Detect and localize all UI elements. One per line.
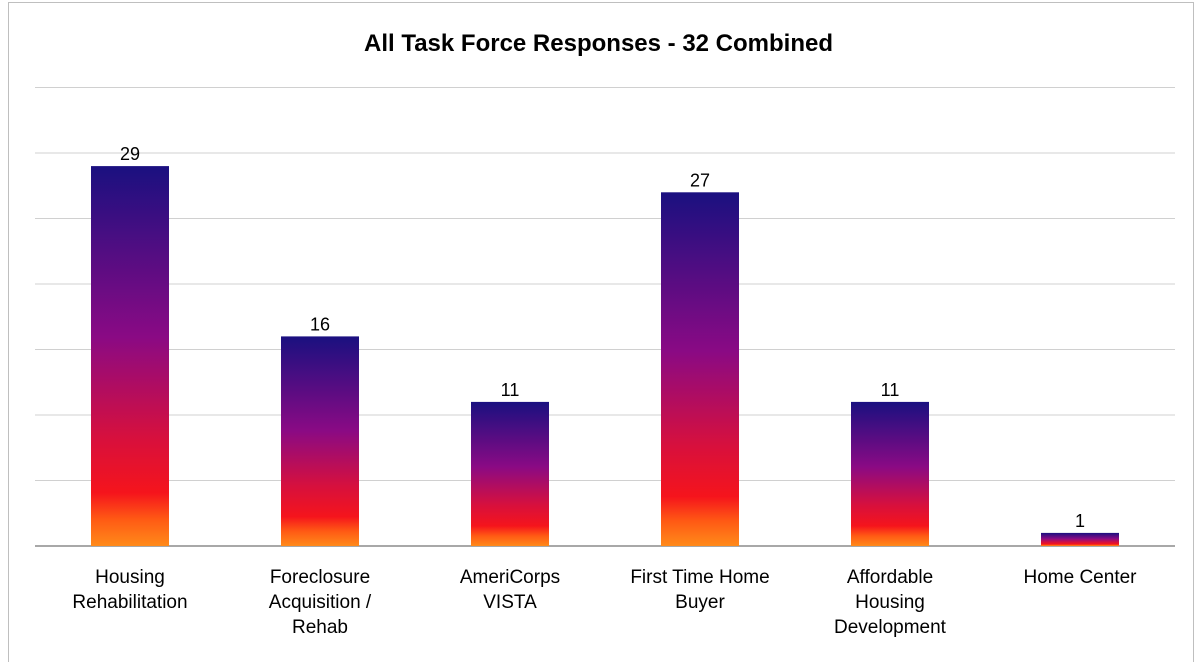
category-label-line: Rehab: [292, 617, 348, 638]
gridlines: [35, 87, 1175, 547]
category-label-line: Acquisition /: [268, 592, 372, 613]
category-label: Foreclosure Acquisition / Rehab: [245, 565, 395, 640]
data-label: 1: [1075, 511, 1085, 531]
chart-title: All Task Force Responses - 32 Combined: [363, 30, 834, 57]
bars: [91, 166, 1119, 547]
data-label: 27: [690, 170, 710, 190]
chart-frame: [8, 2, 1194, 662]
category-label: AmeriCorps VISTA: [435, 565, 585, 615]
category-label: Home Center: [1005, 565, 1155, 590]
category-label-line: Rehabilitation: [72, 592, 188, 613]
category-label: First Time Home Buyer: [625, 565, 775, 615]
bar: [281, 336, 359, 546]
category-label-line: Housing: [95, 567, 165, 588]
bar: [91, 166, 169, 546]
data-label: 11: [881, 380, 900, 400]
bar: [661, 192, 739, 547]
category-label-line: Home Center: [1023, 567, 1137, 588]
category-label: Affordable Housing Development: [815, 565, 965, 640]
bar: [471, 401, 549, 546]
data-label: 29: [120, 144, 140, 164]
category-label-line: Buyer: [675, 592, 725, 613]
category-label-line: Affordable: [846, 567, 934, 588]
category-label-line: Development: [834, 617, 946, 638]
data-label: 16: [310, 314, 330, 334]
category-label-line: Foreclosure: [269, 567, 371, 588]
category-label-line: AmeriCorps VISTA: [459, 567, 561, 613]
bar: [1041, 532, 1119, 546]
category-label-line: First Time Home: [630, 567, 770, 588]
data-label: 11: [501, 380, 520, 400]
category-label-line: Housing: [855, 592, 925, 613]
bar: [851, 401, 929, 546]
category-label: Housing Rehabilitation: [55, 565, 205, 615]
